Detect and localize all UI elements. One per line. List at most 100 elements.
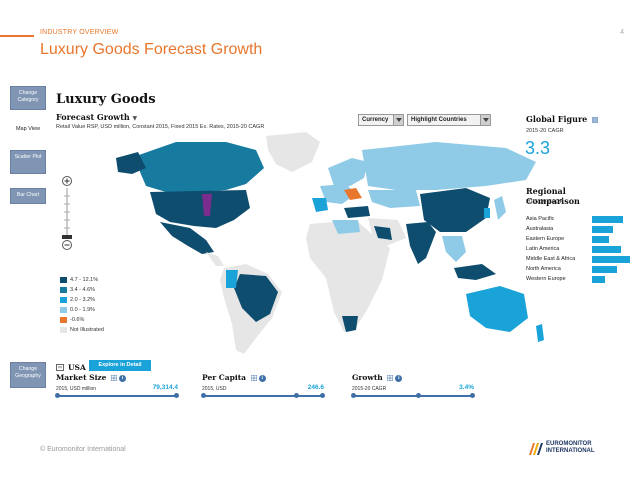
map-region-southeast-asia <box>442 236 466 262</box>
legend-label: 3.4 - 4.6% <box>70 287 96 293</box>
chevron-down-icon <box>480 115 490 125</box>
info-icon[interactable]: i <box>258 374 266 382</box>
map-region-saudi-arabia <box>374 226 392 240</box>
app-panel: Luxury Goods Forecast Growth ▼ Retail Va… <box>52 88 630 414</box>
slider-start-handle[interactable] <box>55 393 60 398</box>
legend-swatch <box>60 327 67 333</box>
map-region-africa <box>306 220 390 332</box>
country-label: USA <box>68 363 86 372</box>
legend-item: 0.0 - 1.9% <box>60 306 104 316</box>
map-region-north-africa <box>332 220 360 234</box>
change-geography-button[interactable]: Change Geography <box>10 362 46 388</box>
regional-comparison-row: Asia Pacific <box>526 214 638 224</box>
legend-label: 0.0 - 1.9% <box>70 307 96 313</box>
slider-end-handle[interactable] <box>470 393 475 398</box>
regional-comparison-row: Australasia <box>526 224 638 234</box>
region-bar[interactable] <box>592 236 610 243</box>
change-category-button[interactable]: Change Category <box>10 86 46 110</box>
info-icon[interactable]: i <box>119 374 127 382</box>
region-bar[interactable] <box>592 226 614 233</box>
per-capita-title-text: Per Capita <box>202 373 247 382</box>
map-region-iberia <box>312 198 328 212</box>
logo-line2: INTERNATIONAL <box>546 448 595 454</box>
bar-chart-label: Bar Chart <box>16 192 40 198</box>
legend-item: 2.0 - 3.2% <box>60 296 104 306</box>
growth-metric: Growth i 2015-20 CAGR 3.4% <box>351 373 475 405</box>
table-icon[interactable] <box>111 375 118 381</box>
global-figure-title: Global Figure <box>526 114 599 124</box>
highlight-countries-label: Highlight Countries <box>411 117 467 123</box>
legend-label: 2.0 - 3.2% <box>70 297 96 303</box>
table-icon[interactable] <box>592 117 599 123</box>
bar-chart-button[interactable]: Bar Chart <box>10 188 46 204</box>
regional-comparison-row: North America <box>526 264 638 274</box>
currency-dropdown[interactable]: Currency <box>358 114 404 126</box>
region-bar[interactable] <box>592 256 630 263</box>
map-region-korea <box>484 208 490 218</box>
forecast-subtitle: Retail Value RSP, USD million, Constant … <box>56 124 265 130</box>
map-view-button[interactable]: Map View <box>15 126 41 132</box>
slider-marker[interactable] <box>294 393 299 398</box>
explore-in-detail-button[interactable]: Explore in Detail <box>89 360 151 371</box>
map-region-usa <box>150 190 250 228</box>
region-bar[interactable] <box>592 216 623 223</box>
map-region-colombia <box>226 270 238 288</box>
slider-end-handle[interactable] <box>320 393 325 398</box>
growth-title-text: Growth <box>352 373 383 382</box>
global-figure-value: 3.3 <box>525 138 551 158</box>
section-label: INDUSTRY OVERVIEW <box>40 29 119 36</box>
region-label: Australasia <box>526 226 554 232</box>
zoom-slider-handle <box>62 235 72 239</box>
regional-comparison-row: Eastern Europe <box>526 234 638 244</box>
slider-start-handle[interactable] <box>351 393 356 398</box>
table-icon[interactable] <box>250 375 257 381</box>
per-capita-subtitle: 2015, USD <box>202 386 227 392</box>
map-region-ukraine <box>344 188 362 200</box>
logo-icon <box>529 443 543 455</box>
legend-swatch <box>60 277 67 283</box>
scatter-plot-label: Scatter Plot <box>14 154 42 160</box>
euromonitor-logo: EUROMONITOR INTERNATIONAL <box>528 441 604 459</box>
map-region-new-zealand <box>536 324 544 342</box>
map-region-alaska <box>116 152 146 174</box>
market-size-title: Market Size i <box>56 373 178 382</box>
legend-swatch <box>60 317 67 323</box>
region-bar[interactable] <box>592 246 622 253</box>
regional-comparison-row: Middle East & Africa <box>526 254 638 264</box>
per-capita-slider-track <box>202 395 324 397</box>
forecast-title-text: Forecast Growth <box>56 112 130 122</box>
growth-subtitle: 2015-20 CAGR <box>352 386 387 392</box>
slider-marker[interactable] <box>416 393 421 398</box>
map-region-indonesia <box>454 264 496 280</box>
legend-item: Not Illustrated <box>60 326 104 336</box>
legend-label: 4.7 - 12.1% <box>70 277 99 283</box>
zoom-control[interactable] <box>60 176 74 250</box>
scatter-plot-button[interactable]: Scatter Plot <box>10 150 46 174</box>
highlight-countries-dropdown[interactable]: Highlight Countries <box>407 114 491 126</box>
regional-comparison-subtitle: 2015-20 CAGR <box>526 199 564 205</box>
legend-swatch <box>60 287 67 293</box>
table-icon[interactable] <box>387 375 394 381</box>
map-region-argentina <box>232 316 246 352</box>
info-icon[interactable]: i <box>395 374 403 382</box>
region-label: North America <box>526 266 561 272</box>
slider-start-handle[interactable] <box>201 393 206 398</box>
market-size-value: 79,314.4 <box>152 384 178 391</box>
world-map[interactable] <box>106 128 556 358</box>
regional-comparison-row: Latin America <box>526 244 638 254</box>
per-capita-title: Per Capita i <box>202 373 324 382</box>
forecast-title[interactable]: Forecast Growth ▼ <box>56 112 137 122</box>
slider-end-handle[interactable] <box>174 393 179 398</box>
flag-icon <box>56 364 64 371</box>
chevron-down-icon[interactable]: ▼ <box>132 115 138 122</box>
map-region-india <box>406 222 436 264</box>
map-region-europe-west <box>320 184 356 204</box>
global-figure-subtitle: 2015-20 CAGR <box>526 128 564 134</box>
per-capita-metric: Per Capita i 2015, USD 246.6 <box>201 373 325 405</box>
map-legend: 4.7 - 12.1% 3.4 - 4.6% 2.0 - 3.2% 0.0 - … <box>60 276 104 336</box>
map-region-central-asia <box>368 190 420 208</box>
region-label: Middle East & Africa <box>526 256 576 262</box>
region-bar[interactable] <box>592 266 617 273</box>
region-bar[interactable] <box>592 276 606 283</box>
